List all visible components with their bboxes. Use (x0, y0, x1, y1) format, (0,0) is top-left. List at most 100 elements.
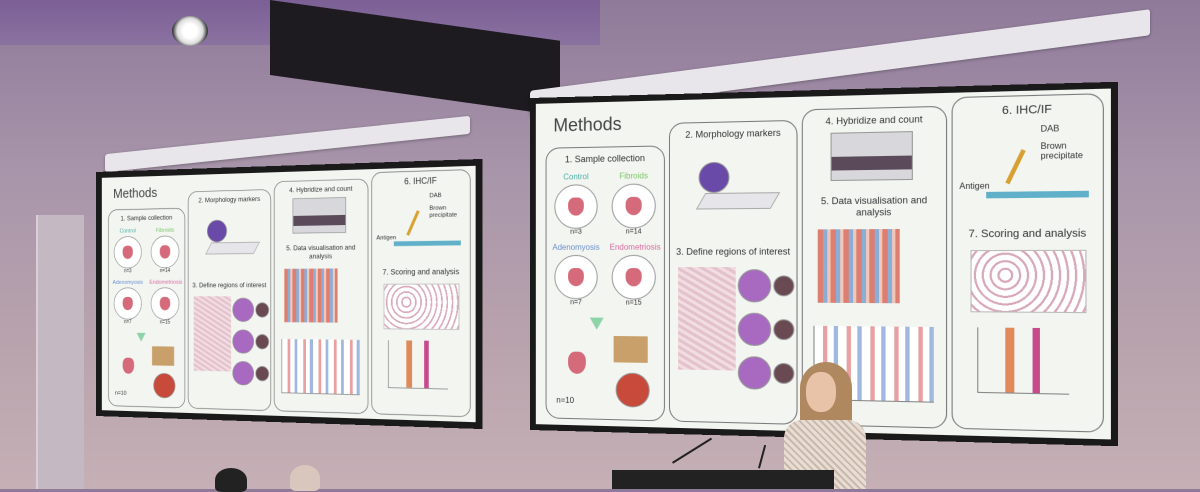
antibody (1005, 149, 1026, 185)
tissue-strip (986, 190, 1089, 199)
ihc-label: Brown precipitate (1040, 140, 1083, 161)
score-plot (387, 340, 449, 390)
pillar (36, 215, 84, 489)
panel: 6. IHC/IF DAB Brown precipitate Antigen 7. S… (371, 169, 471, 418)
panel-heading: 3. Define regions of interest (192, 281, 267, 289)
panel-heading: 7. Scoring and analysis (382, 267, 460, 277)
group-label: Adenomyosis (112, 278, 144, 286)
instrument (292, 197, 347, 234)
panel-heading: 7. Scoring and analysis (968, 227, 1087, 241)
panel-heading: 3. Define regions of interest (676, 246, 791, 257)
uterus (567, 267, 585, 287)
group-label: Fibroids (619, 171, 648, 181)
group-label: Endometriosis (609, 242, 661, 252)
group-label: Adenomyosis (552, 242, 600, 252)
panel-heading: 6. IHC/IF (1001, 103, 1052, 118)
arrow (589, 317, 604, 330)
roi-mask (255, 334, 270, 350)
panel: 1. Sample collection Control n=3 Fibroids n=… (545, 145, 665, 422)
glass-slide (205, 241, 260, 255)
group-label: Control (563, 172, 589, 182)
uterus (625, 267, 643, 287)
slide-title: Methods (553, 113, 622, 136)
roi-image (737, 312, 772, 347)
stained-images (383, 283, 460, 330)
group-count: n=7 (123, 319, 132, 325)
tissue-image (615, 372, 650, 408)
roi-mask (255, 302, 270, 318)
antibody (406, 210, 420, 236)
spotlight (172, 16, 208, 46)
tissue-image (613, 335, 648, 363)
group-count: n=7 (570, 299, 582, 307)
total-count: n=10 (556, 395, 575, 406)
tissue-strip (393, 240, 461, 247)
heatmap (817, 228, 900, 304)
roi-image (737, 269, 772, 303)
panel-heading: 6. IHC/IF (404, 176, 437, 187)
panel: 6. IHC/IF DAB Brown precipitate Antigen 7. S… (951, 93, 1104, 433)
glass-slide (695, 192, 781, 210)
panel-heading: 2. Morphology markers (685, 127, 781, 140)
group-count: n=3 (123, 268, 132, 274)
slide-diagram (206, 219, 228, 243)
ihc-label: DAB (1040, 123, 1060, 134)
uterus-icon (554, 254, 598, 300)
podium (612, 470, 834, 489)
stained-images (970, 249, 1087, 314)
panel-heading: 5. Data visualisation and analysis (286, 243, 356, 261)
tissue-image (152, 346, 175, 366)
uterus-icon (150, 287, 180, 320)
group-label: Control (119, 227, 136, 235)
slide-content: Methods 1. Sample collection Control n=3 Fib… (102, 166, 475, 422)
uterus (567, 197, 585, 216)
ihc-label: Antigen (376, 233, 397, 241)
uterus (159, 244, 171, 259)
tissue-section (193, 296, 232, 372)
uterus-diagram (114, 347, 143, 384)
instrument (830, 131, 913, 182)
panel: 2. Morphology markers 3. Define regions o… (668, 119, 798, 425)
microphone (672, 437, 713, 464)
panel-heading: 5. Data visualisation and analysis (820, 194, 928, 218)
uterus-diagram (554, 337, 599, 388)
slide: Methods 1. Sample collection Control n=3 Fib… (101, 165, 476, 423)
group-count: n=15 (159, 319, 171, 326)
ihc-label: DAB (429, 191, 442, 199)
group-count: n=14 (159, 268, 171, 274)
uterus (122, 245, 134, 260)
slide-title: Methods (113, 184, 158, 201)
ihc-label: Brown precipitate (429, 204, 458, 219)
panel-heading: 4. Hybridize and count (825, 113, 923, 127)
panel-heading: 1. Sample collection (120, 213, 173, 222)
tissue-section (678, 267, 736, 371)
uterus (122, 357, 135, 374)
audience-member (215, 468, 247, 492)
projection-screen: Methods 1. Sample collection Control n=3 Fib… (96, 158, 483, 430)
roi-mask (773, 362, 795, 385)
microphone (758, 444, 767, 469)
uterus (567, 351, 587, 375)
uterus-icon (150, 235, 180, 269)
roi-image (232, 329, 255, 354)
panel-heading: 1. Sample collection (564, 152, 645, 165)
roi-mask (255, 365, 270, 382)
uterus (159, 296, 171, 311)
group-label: Fibroids (155, 226, 175, 234)
tissue-image (153, 372, 176, 399)
group-count: n=3 (570, 228, 582, 236)
panel: 1. Sample collection Control n=3 Fibroids n=… (108, 207, 186, 409)
total-count: n=10 (115, 389, 127, 397)
panel-heading: 2. Morphology markers (198, 194, 261, 204)
uterus-icon (611, 254, 656, 300)
uterus (122, 296, 134, 311)
uterus-icon (554, 184, 598, 229)
audience-member (290, 465, 320, 491)
roi-mask (773, 275, 795, 297)
group-count: n=14 (625, 228, 642, 236)
uterus (625, 196, 643, 216)
arrow (136, 332, 146, 342)
uterus-icon (113, 287, 142, 320)
speaker-face (806, 372, 836, 412)
